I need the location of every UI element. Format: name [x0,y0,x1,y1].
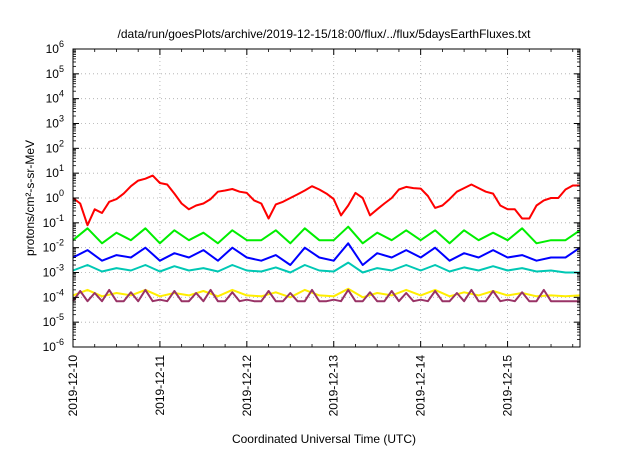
y-tick-exponent: 5 [59,64,64,74]
y-tick-exponent: 6 [59,39,64,49]
y-tick-base: 10 [46,191,60,205]
y-tick-base: 10 [46,141,60,155]
y-tick-exponent: -1 [56,213,64,223]
y-tick-base: 10 [46,117,60,131]
y-tick-base: 10 [46,166,60,180]
series-line-4 [72,261,580,274]
y-tick-label: 100 [46,188,64,205]
y-tick-exponent: -4 [56,287,64,297]
y-tick-label: 10-3 [43,263,64,280]
y-tick-exponent: -2 [56,238,64,248]
y-tick-base: 10 [43,266,57,280]
y-tick-exponent: -5 [56,312,64,322]
y-tick-base: 10 [43,290,57,304]
y-tick-label: 106 [46,39,64,56]
series-line-5 [72,287,581,299]
x-tick-label: 2019-12-12 [240,355,254,417]
y-tick-label: 10-5 [43,312,64,329]
x-tick-label: 2019-12-13 [327,355,341,417]
y-tick-exponent: -3 [56,263,64,273]
y-tick-label: 104 [46,89,64,106]
x-tick-label: 2019-12-10 [66,355,80,417]
series-line-1 [72,174,580,227]
y-tick-label: 10-6 [43,337,64,354]
y-tick-label: 10-1 [43,213,64,230]
y-axis-ticks: 10-610-510-410-310-210-11001011021031041… [43,39,580,354]
series-line-3 [72,242,581,266]
series-line-2 [72,225,581,245]
y-tick-base: 10 [46,67,60,81]
y-tick-exponent: 3 [59,114,64,124]
y-axis-label: protons/cm²-s-sr-MeV [23,140,37,256]
x-axis-ticks: 2019-12-10 2019-12-11 2019-12-12 2019-12-13… [66,49,574,417]
data-series [72,174,581,303]
y-tick-label: 10-4 [43,287,64,304]
y-tick-exponent: 2 [59,138,64,148]
y-tick-label: 105 [46,64,64,81]
series-line-6 [72,288,580,303]
y-tick-base: 10 [43,241,57,255]
y-tick-base: 10 [46,92,60,106]
y-tick-exponent: 4 [59,89,64,99]
y-tick-exponent: 1 [59,163,64,173]
y-tick-exponent: -6 [56,337,64,347]
y-tick-base: 10 [43,216,57,230]
y-tick-base: 10 [46,42,60,56]
chart-title: /data/run/goesPlots/archive/2019-12-15/1… [118,27,532,41]
grid-lines [72,49,580,347]
y-tick-label: 101 [46,163,64,180]
y-tick-label: 103 [46,114,64,131]
x-tick-label: 2019-12-15 [501,355,515,417]
x-tick-label: 2019-12-11 [153,355,167,416]
x-tick-label: 2019-12-14 [414,355,428,417]
y-tick-exponent: 0 [59,188,64,198]
y-tick-base: 10 [43,340,57,354]
y-tick-label: 102 [46,138,64,155]
y-tick-label: 10-2 [43,238,64,255]
y-tick-base: 10 [43,315,57,329]
x-axis-label: Coordinated Universal Time (UTC) [232,432,416,446]
